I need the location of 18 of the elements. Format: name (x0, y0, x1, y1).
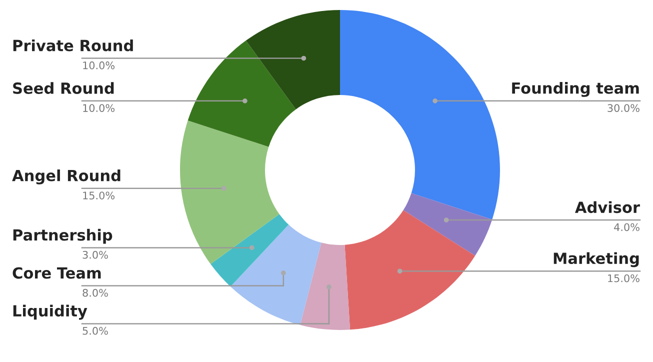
data-label: 3.0% (82, 250, 108, 259)
data-label: 15.0% (83, 192, 115, 200)
data-label: 10.0% (83, 104, 115, 112)
slice-label: Core Team (12, 267, 101, 279)
data-label: 5.0% (82, 326, 108, 335)
slice-label: Founding team (512, 82, 639, 97)
data-label: 30.0% (608, 104, 640, 112)
slice-label: Liquidity (13, 304, 88, 320)
data-label: 10.0% (83, 61, 115, 70)
slice-label: Advisor (574, 201, 640, 214)
data-label: 15.0% (608, 274, 640, 282)
slice-label: Partnership (13, 228, 112, 244)
data-label: 4.0% (614, 223, 640, 232)
data-label: 8.0% (82, 288, 108, 297)
slice-label: Seed Round (13, 82, 114, 94)
slice-label: Angel Round (12, 169, 120, 184)
slice-label: Private Round (13, 39, 133, 52)
slice-label: Marketing (554, 252, 639, 268)
